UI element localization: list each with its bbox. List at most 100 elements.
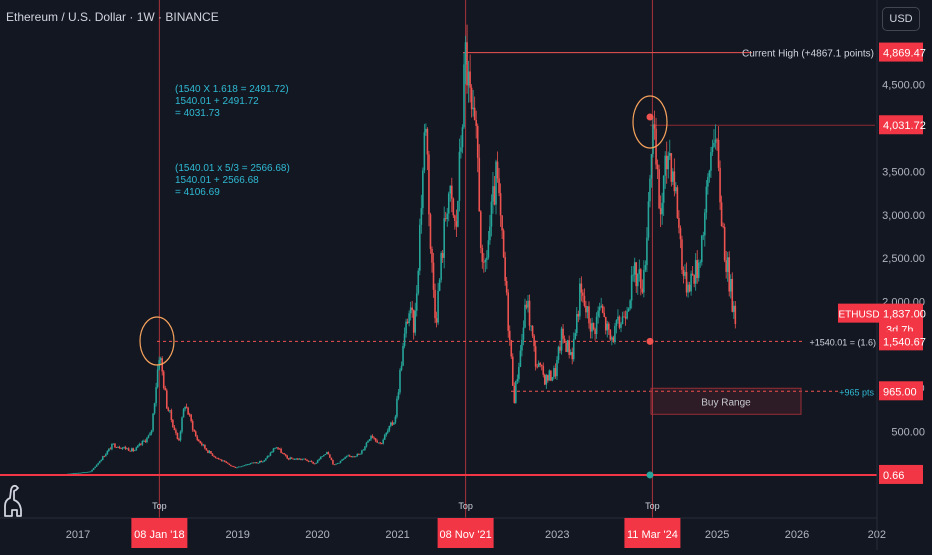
candle — [620, 323, 622, 328]
candle — [164, 387, 167, 391]
candle — [76, 472, 78, 474]
candle — [443, 218, 445, 258]
candle — [130, 448, 133, 452]
candle — [205, 448, 208, 451]
candle — [498, 178, 500, 194]
candle — [458, 151, 461, 201]
level-965-label: +965 pts — [839, 387, 874, 397]
price-badge-label-1: 4,031.72 — [883, 120, 926, 132]
candle — [572, 338, 575, 360]
candle — [496, 161, 499, 179]
candle — [129, 450, 131, 452]
price-badge-label-0: 4,869.47 — [883, 48, 926, 60]
candle — [569, 352, 572, 355]
candle — [120, 448, 122, 449]
candle — [304, 458, 307, 460]
candle — [112, 443, 115, 445]
candles-group — [63, 24, 737, 475]
candle — [454, 215, 456, 221]
candle — [359, 453, 362, 455]
candle — [127, 448, 130, 451]
candle — [306, 459, 308, 461]
top-circle-2024 — [632, 95, 668, 149]
candle — [522, 327, 525, 340]
candle — [326, 452, 328, 455]
fib1-line-2: = 4031.73 — [175, 108, 220, 119]
candle — [137, 445, 139, 448]
candle — [94, 466, 96, 469]
candle — [342, 458, 345, 460]
candle — [97, 463, 99, 465]
candle — [152, 413, 154, 431]
top-circle-2018 — [139, 316, 175, 366]
candle — [403, 333, 406, 347]
candle — [550, 370, 552, 381]
candle — [519, 350, 522, 367]
candle — [222, 460, 224, 462]
candle — [201, 443, 203, 446]
candle — [89, 471, 92, 473]
candle — [444, 218, 447, 220]
candle — [74, 472, 77, 474]
candle — [202, 444, 205, 446]
candle — [297, 458, 299, 460]
date-marker-badge-0 — [131, 518, 188, 548]
candle — [144, 440, 147, 443]
candle — [531, 325, 534, 336]
candle — [411, 307, 413, 311]
candle — [617, 316, 619, 321]
candle — [553, 368, 555, 378]
candle — [679, 227, 682, 240]
candle — [307, 460, 310, 462]
candle — [229, 464, 232, 466]
candle — [440, 253, 442, 280]
candle — [441, 253, 444, 258]
candle — [313, 463, 316, 465]
candle — [691, 273, 694, 275]
candle — [670, 153, 673, 182]
candle — [281, 452, 284, 454]
candle — [426, 128, 429, 155]
candle — [390, 422, 392, 426]
currency-button[interactable]: USD — [882, 7, 920, 31]
candle — [501, 215, 503, 231]
candle — [606, 323, 609, 331]
candle — [197, 439, 200, 441]
candle — [697, 262, 700, 278]
candle — [575, 314, 578, 334]
candle — [217, 458, 220, 459]
candle — [408, 313, 410, 324]
candle — [71, 473, 74, 475]
candle — [286, 455, 288, 459]
candle — [556, 359, 558, 377]
candle — [249, 463, 252, 465]
y-tick-label: 3,500.00 — [882, 166, 925, 178]
candle — [516, 379, 519, 382]
candle — [106, 451, 109, 455]
candle — [693, 274, 695, 284]
x-tick-label: 2025 — [705, 529, 729, 541]
candle — [295, 458, 298, 460]
candle — [635, 262, 638, 287]
candle — [236, 467, 238, 469]
candle — [614, 325, 616, 343]
candle — [527, 300, 529, 308]
candle — [211, 453, 214, 456]
candle — [149, 433, 151, 436]
candle — [659, 208, 662, 215]
candle — [518, 366, 520, 380]
candle — [126, 448, 128, 450]
candle — [547, 375, 549, 381]
candle — [385, 432, 388, 436]
low-point — [646, 471, 654, 479]
candle — [560, 328, 563, 351]
candle — [419, 224, 421, 271]
candle — [542, 366, 545, 375]
candle — [484, 259, 487, 263]
candle — [210, 451, 212, 454]
tradingview-dinosaur-icon[interactable] — [2, 482, 24, 518]
candle — [400, 365, 403, 371]
candle — [524, 304, 526, 328]
